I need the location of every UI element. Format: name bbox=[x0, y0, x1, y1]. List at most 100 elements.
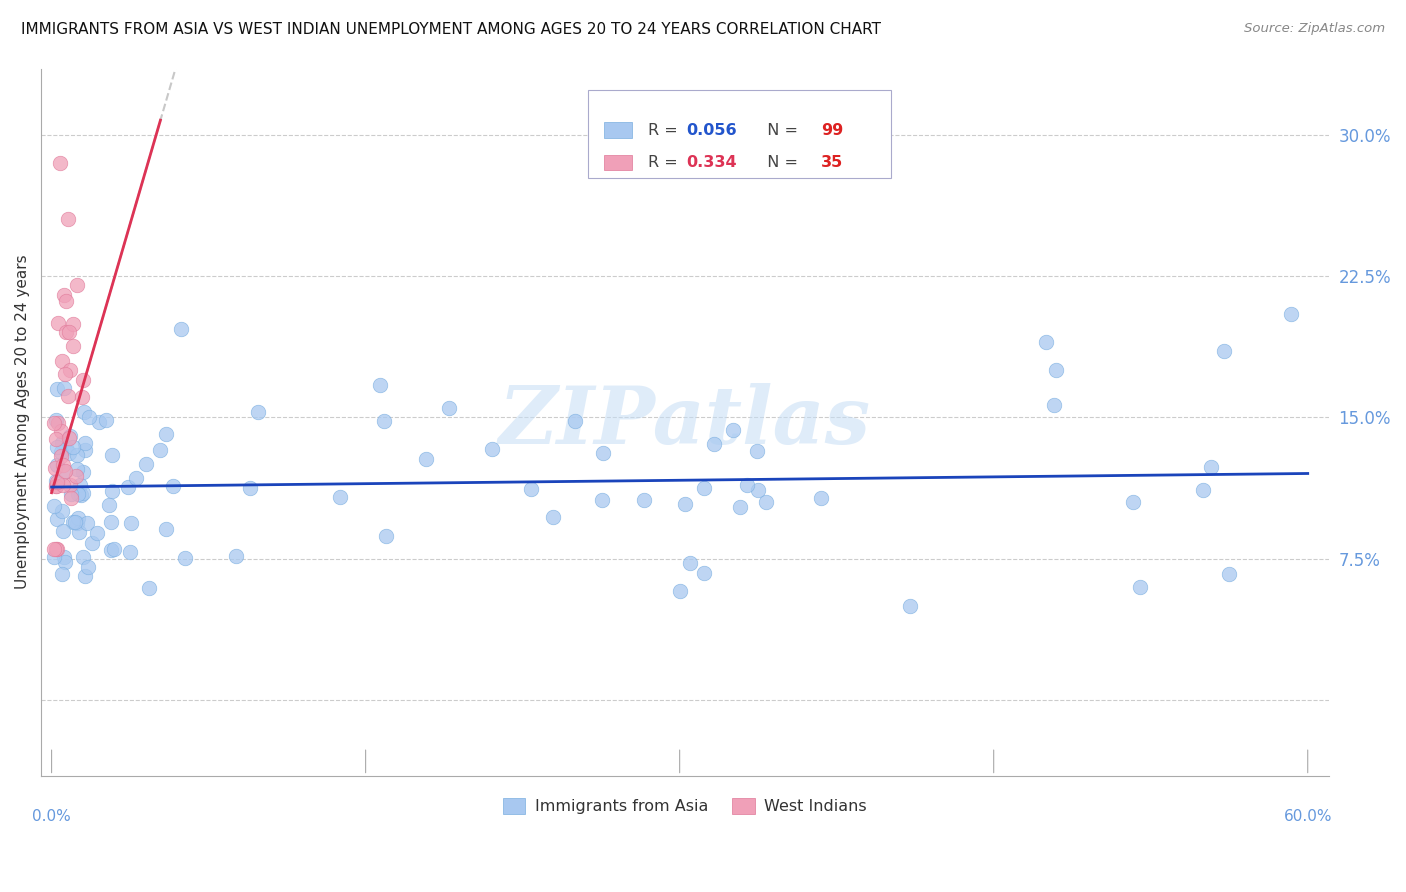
Point bbox=[66, 278, 89, 293]
Point bbox=[693, 481, 716, 495]
Point bbox=[55, 293, 77, 308]
Point bbox=[100, 515, 122, 529]
Text: ZIPatlas: ZIPatlas bbox=[499, 384, 870, 461]
Bar bbox=[603, 122, 633, 137]
Point bbox=[66, 510, 89, 524]
Point bbox=[52, 524, 75, 538]
Point bbox=[735, 478, 758, 492]
Text: IMMIGRANTS FROM ASIA VS WEST INDIAN UNEMPLOYMENT AMONG AGES 20 TO 24 YEARS CORRE: IMMIGRANTS FROM ASIA VS WEST INDIAN UNEM… bbox=[21, 22, 882, 37]
Point bbox=[564, 414, 586, 428]
Point bbox=[225, 549, 247, 563]
Point bbox=[94, 413, 117, 427]
Point bbox=[53, 555, 76, 569]
Point bbox=[72, 549, 94, 564]
Point bbox=[55, 441, 77, 455]
Point bbox=[162, 479, 184, 493]
Point bbox=[679, 556, 702, 570]
Text: 0.0%: 0.0% bbox=[32, 809, 70, 824]
Point bbox=[1213, 344, 1236, 359]
Point bbox=[42, 542, 65, 557]
Point bbox=[66, 461, 89, 475]
Point bbox=[541, 510, 564, 524]
Point bbox=[375, 529, 398, 543]
Point bbox=[62, 440, 84, 454]
Point bbox=[45, 542, 67, 557]
Point bbox=[86, 525, 108, 540]
Point bbox=[52, 478, 75, 492]
Point bbox=[77, 559, 100, 574]
Point bbox=[53, 368, 76, 382]
Point bbox=[1199, 460, 1222, 475]
Point bbox=[49, 155, 72, 169]
Point bbox=[810, 491, 832, 505]
Text: R =: R = bbox=[648, 155, 682, 170]
Point bbox=[77, 410, 100, 425]
Point bbox=[239, 481, 262, 495]
Point bbox=[45, 478, 67, 492]
Point bbox=[70, 390, 93, 404]
Point bbox=[673, 497, 696, 511]
Text: 0.056: 0.056 bbox=[686, 122, 737, 137]
Text: 0.334: 0.334 bbox=[686, 155, 737, 170]
Point bbox=[1122, 495, 1144, 509]
Point bbox=[51, 435, 73, 450]
Point bbox=[53, 287, 76, 301]
Point bbox=[69, 525, 91, 540]
FancyBboxPatch shape bbox=[588, 90, 891, 178]
Point bbox=[55, 326, 77, 340]
Point bbox=[247, 405, 270, 419]
Point bbox=[101, 448, 124, 462]
Point bbox=[117, 479, 139, 493]
Point bbox=[42, 550, 65, 565]
Point bbox=[101, 483, 124, 498]
Point bbox=[59, 363, 82, 377]
Point bbox=[46, 475, 69, 490]
Point bbox=[149, 442, 172, 457]
Point bbox=[56, 389, 79, 403]
Point bbox=[721, 423, 744, 437]
Point bbox=[46, 542, 69, 557]
Point bbox=[59, 491, 82, 505]
Point bbox=[72, 373, 94, 387]
Point bbox=[46, 440, 69, 454]
Point bbox=[592, 446, 614, 460]
Point bbox=[49, 424, 72, 438]
Point bbox=[174, 551, 197, 566]
Point bbox=[98, 498, 121, 512]
Point bbox=[69, 478, 91, 492]
Point bbox=[52, 458, 75, 473]
Y-axis label: Unemployment Among Ages 20 to 24 years: Unemployment Among Ages 20 to 24 years bbox=[15, 255, 30, 590]
Point bbox=[1129, 580, 1152, 594]
Point bbox=[76, 516, 98, 530]
Point bbox=[703, 436, 725, 450]
Point bbox=[898, 599, 921, 613]
Text: N =: N = bbox=[756, 155, 803, 170]
Point bbox=[59, 486, 82, 500]
Point bbox=[51, 567, 73, 582]
Point bbox=[59, 478, 82, 492]
Point bbox=[591, 492, 613, 507]
Point bbox=[69, 488, 91, 502]
Point bbox=[118, 545, 141, 559]
Point bbox=[52, 381, 75, 395]
Point bbox=[52, 465, 75, 479]
Point bbox=[65, 469, 87, 483]
Point bbox=[747, 443, 769, 458]
Point bbox=[1043, 399, 1066, 413]
Point bbox=[44, 461, 66, 475]
Point bbox=[1035, 334, 1057, 349]
Point bbox=[67, 487, 90, 501]
Point bbox=[72, 486, 94, 500]
Point bbox=[520, 482, 543, 496]
Point bbox=[49, 449, 72, 463]
Text: 60.0%: 60.0% bbox=[1284, 809, 1331, 824]
Point bbox=[170, 322, 193, 336]
Point bbox=[82, 536, 104, 550]
Point bbox=[66, 516, 89, 530]
Point bbox=[728, 500, 751, 514]
Point bbox=[1218, 567, 1240, 582]
Point bbox=[72, 465, 94, 479]
Point bbox=[62, 317, 84, 331]
Point bbox=[135, 457, 157, 471]
Point bbox=[75, 569, 97, 583]
